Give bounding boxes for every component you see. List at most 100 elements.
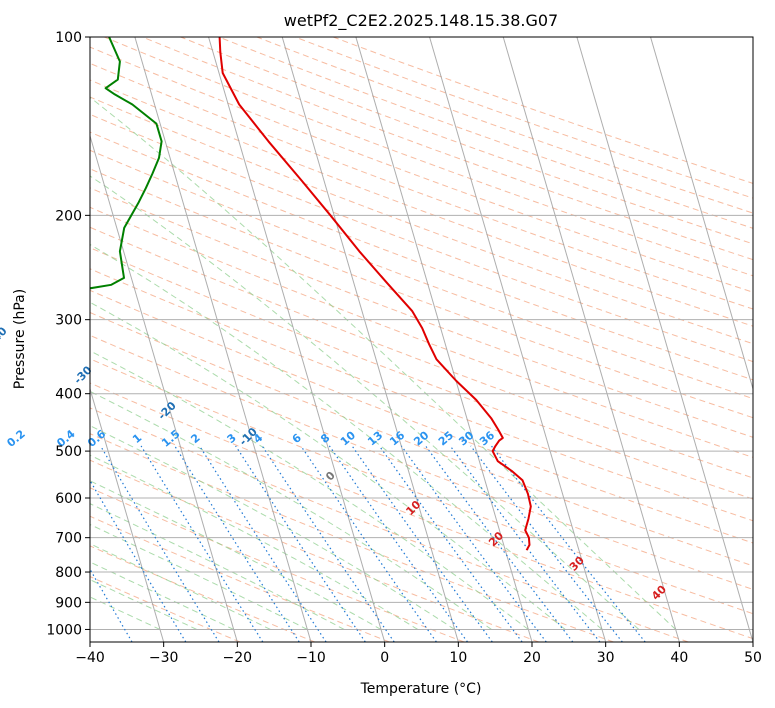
dry-adiabat: [102, 37, 753, 277]
dewpoint-profile: [90, 37, 163, 290]
dry-adiabat: [293, 37, 753, 199]
isotherm-label: 0: [323, 469, 338, 484]
plot-frame: [89, 36, 754, 643]
mixing-ratio-label: 0.6: [85, 427, 109, 450]
moist-adiabat: [90, 523, 308, 630]
skewed-isotherm: [281, 37, 459, 642]
x-tick-label: 30: [597, 650, 615, 666]
isotherm-label: -20: [155, 399, 178, 422]
dry-adiabat: [90, 187, 753, 438]
x-tick-label: −40: [75, 650, 105, 666]
y-tick-label: 400: [55, 387, 82, 403]
y-axis-label: Pressure (hPa): [12, 289, 28, 389]
y-tick-label: 200: [55, 208, 82, 224]
dry-adiabat: [331, 37, 753, 184]
moist-adiabat: [90, 175, 640, 630]
mixing-ratio-line: [198, 445, 327, 642]
mixing-ratio-line: [400, 445, 547, 642]
dry-adiabat: [90, 268, 753, 522]
isotherm-label: -40: [0, 324, 10, 347]
moist-adiabat: [90, 503, 345, 630]
mixing-ratio-label: 36: [477, 428, 497, 448]
x-tick-label: 50: [744, 650, 762, 666]
mixing-ratio-label: 20: [411, 428, 431, 448]
mixing-ratio-label: 16: [387, 428, 407, 448]
skewed-isotherm: [90, 387, 165, 642]
dry-adiabat: [90, 289, 753, 544]
moist-adiabat: [90, 96, 677, 630]
moist-adiabat: [90, 579, 198, 630]
moist-adiabat: [90, 243, 603, 630]
dry-adiabat: [217, 37, 753, 229]
mixing-ratio-line: [90, 568, 133, 642]
isotherm-label: 30: [567, 553, 587, 573]
dry-adiabat: [90, 79, 753, 327]
chart-title: wetPf2_C2E2.2025.148.15.38.G07: [284, 11, 558, 31]
mixing-ratio-line: [140, 445, 264, 642]
skewed-isotherm: [650, 37, 753, 391]
dry-adiabat: [179, 37, 753, 245]
dry-adiabat: [90, 206, 753, 458]
mixing-ratio-label: 8: [318, 431, 332, 446]
dry-adiabat: [90, 113, 753, 363]
temperature-profile: [218, 37, 532, 551]
dry-adiabat: [90, 247, 753, 500]
moist-adiabat: [90, 454, 419, 630]
skewed-isotherm: [429, 37, 607, 642]
mixing-ratio-label: 25: [436, 429, 456, 449]
x-tick-label: 20: [523, 650, 541, 666]
dry-adiabat: [141, 37, 753, 261]
isotherm-label: -30: [71, 363, 94, 386]
moist-adiabat: [90, 301, 566, 630]
isotherm-label: 10: [403, 498, 423, 518]
dry-adiabat: [90, 358, 753, 615]
dry-adiabat: [90, 96, 753, 345]
mixing-ratio-line: [99, 445, 220, 642]
skewed-isotherm: [502, 37, 680, 642]
x-tick-label: 0: [380, 650, 389, 666]
moist-adiabat: [90, 561, 234, 630]
dry-adiabat: [90, 226, 753, 479]
skewed-isotherm: [90, 134, 238, 642]
y-tick-label: 800: [55, 565, 82, 581]
dry-adiabat: [90, 131, 753, 381]
mixing-ratio-line: [378, 445, 523, 642]
moist-adiabat: [90, 543, 271, 630]
mixing-ratio-line: [425, 445, 574, 642]
y-tick-label: 300: [55, 313, 82, 329]
y-tick-label: 1000: [46, 622, 82, 638]
isotherm-label: 20: [486, 529, 506, 549]
dry-adiabat: [90, 334, 753, 590]
skewed-isotherm: [576, 37, 753, 642]
line-labels: -100-90-80-70-60-50-40-30-20-100.10.20.4…: [0, 324, 669, 603]
dry-adiabat: [90, 487, 465, 642]
plot-area: [90, 37, 753, 642]
dry-adiabat: [90, 168, 753, 419]
dry-adiabat: [90, 382, 753, 640]
dry-adiabat: [90, 576, 241, 642]
dry-adiabat: [90, 515, 390, 642]
dry-adiabat: [90, 46, 753, 293]
x-axis-label: Temperature (°C): [360, 681, 482, 697]
mixing-ratio-label: 30: [456, 428, 476, 448]
x-tick-label: 10: [449, 650, 467, 666]
mixing-ratio-line: [235, 445, 366, 642]
x-tick-label: −30: [149, 650, 179, 666]
dry-adiabat: [90, 407, 689, 642]
mixing-ratio-label: 10: [338, 428, 358, 448]
skewed-isotherm: [355, 37, 533, 642]
mixing-ratio-line: [328, 445, 468, 642]
mixing-ratio-line: [90, 479, 187, 642]
mixing-ratio-label: 0.2: [5, 427, 28, 449]
dry-adiabat: [90, 459, 539, 642]
y-tick-label: 500: [55, 444, 82, 460]
mixing-ratio-label: 3: [225, 431, 239, 446]
dry-adiabat: [255, 37, 753, 214]
mixing-ratio-line: [300, 445, 437, 642]
mixing-ratio-line: [174, 445, 300, 642]
isotherm-label: 40: [649, 583, 669, 603]
dry-adiabat: [90, 62, 753, 310]
y-tick-label: 100: [55, 30, 82, 46]
y-tick-label: 600: [55, 491, 82, 507]
